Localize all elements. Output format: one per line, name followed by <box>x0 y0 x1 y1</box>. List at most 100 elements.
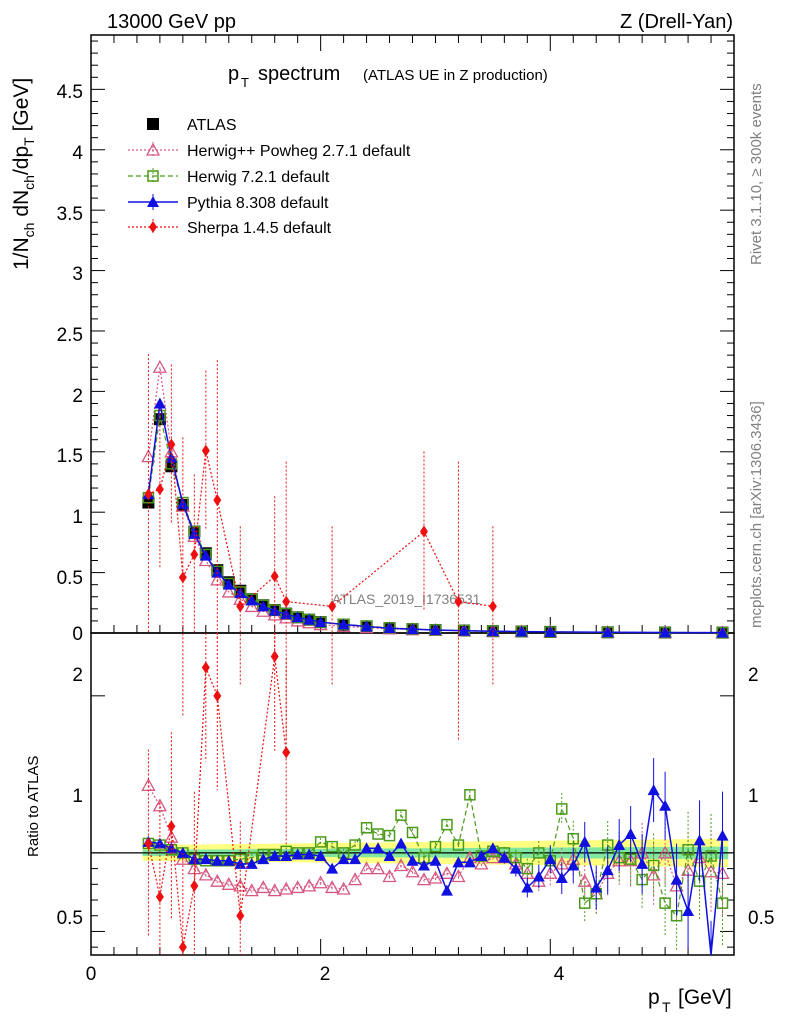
top-point <box>360 620 373 632</box>
top-ytick-label-1: 1 <box>72 507 83 528</box>
ratio-point <box>670 873 683 885</box>
x-axis-label: p T [GeV] <box>648 986 732 1015</box>
process-label: Z (Drell-Yan) <box>620 11 733 33</box>
ratio-point <box>601 864 614 876</box>
ratio-point <box>543 865 558 879</box>
ratio-point <box>509 862 522 874</box>
top-point <box>314 616 327 628</box>
ratio-point <box>636 857 649 869</box>
ratio-y-axis-label: Ratio to ATLAS <box>25 756 42 857</box>
title-paren: (ATLAS UE in Z production) <box>363 67 548 84</box>
ratio-series-2 <box>142 758 729 956</box>
top-ytick-label-35: 3.5 <box>57 204 83 225</box>
ratio-line <box>148 794 724 918</box>
ratio-point <box>360 822 373 834</box>
ratio-point <box>201 661 210 674</box>
xtick-label-2: 2 <box>320 964 331 985</box>
ratio-point <box>474 856 489 870</box>
xlabel-p: p <box>648 986 660 1009</box>
ratio-point <box>349 853 362 865</box>
ratio-point <box>244 883 259 897</box>
ratio-point <box>647 859 660 872</box>
ratio-point <box>659 897 671 909</box>
top-plot-series <box>141 354 730 742</box>
ratio-point <box>382 869 397 883</box>
ratio-point <box>406 826 419 839</box>
ratio-point <box>567 833 579 845</box>
ratio-point <box>451 869 466 883</box>
ratio-point <box>405 864 420 878</box>
top-point <box>167 438 176 451</box>
legend-label-herwigpp: Herwig++ Powheg 2.7.1 default <box>187 143 411 160</box>
ratio-point <box>463 856 476 868</box>
top-point <box>199 549 212 561</box>
ratio-point <box>303 848 316 860</box>
top-point <box>188 527 201 539</box>
top-point <box>178 571 187 584</box>
top-point <box>544 625 557 637</box>
ratio-point <box>359 861 374 875</box>
top-point <box>155 483 164 496</box>
ratio-point <box>213 689 222 702</box>
ratio-ytick-label-05-right: 0.5 <box>748 908 774 929</box>
ratio-point <box>155 890 164 903</box>
ratio-point <box>498 851 511 863</box>
top-point <box>213 494 222 507</box>
ratio-point <box>682 905 695 917</box>
ratio-point <box>314 850 327 862</box>
ratio-line <box>147 785 723 895</box>
ratio-point <box>141 778 156 792</box>
top-point <box>291 611 304 623</box>
ratio-point <box>336 881 351 895</box>
ratio-point <box>257 853 270 865</box>
top-point <box>406 623 419 635</box>
ratio-point <box>188 853 201 865</box>
top-ytick-label-15: 1.5 <box>57 446 83 467</box>
ratio-point <box>178 941 187 954</box>
ratio-point <box>152 798 167 812</box>
ratio-point <box>326 862 339 874</box>
top-ytick-label-4: 4 <box>72 143 83 164</box>
ratio-point <box>428 870 443 884</box>
ratio-point <box>144 837 153 850</box>
xtick-label-0: 0 <box>86 964 97 985</box>
top-point <box>337 618 350 630</box>
ratio-ytick-label-2-right: 2 <box>748 665 759 686</box>
top-point <box>328 600 337 613</box>
ratio-point <box>211 854 224 866</box>
top-point <box>222 578 235 590</box>
top-series-4 <box>144 354 497 742</box>
ratio-point <box>577 873 592 887</box>
ratio-point <box>221 876 236 890</box>
top-ytick-label-45: 4.5 <box>57 82 83 103</box>
top-point <box>211 566 224 578</box>
energy-label: 13000 GeV pp <box>107 11 236 33</box>
ratio-point <box>165 842 178 854</box>
ratio-point <box>256 880 271 894</box>
ratio-point <box>532 870 545 882</box>
top-point <box>429 623 442 635</box>
ratio-point <box>406 854 419 866</box>
ratio-point <box>326 840 338 853</box>
top-point <box>141 449 156 463</box>
top-point <box>515 625 528 637</box>
top-point <box>303 613 316 625</box>
top-point <box>201 444 210 457</box>
plot-title: p T spectrum (ATLAS UE in Z production) <box>228 63 548 90</box>
ratio-point <box>521 881 534 893</box>
ratio-point <box>314 836 327 848</box>
ratio-point <box>291 848 304 860</box>
ratio-point <box>647 784 660 796</box>
ratio-plot-frame <box>90 632 735 956</box>
ratio-series-3 <box>144 633 291 955</box>
top-point <box>601 626 614 638</box>
ratio-point <box>716 829 729 841</box>
ratio-point <box>624 828 637 840</box>
ratio-point <box>578 897 591 909</box>
xtick-label-4: 4 <box>554 964 565 985</box>
ratio-point <box>372 828 384 840</box>
top-point <box>282 595 291 608</box>
ratio-point <box>659 799 672 811</box>
ratio-point <box>555 872 568 884</box>
ratio-point <box>222 854 235 866</box>
